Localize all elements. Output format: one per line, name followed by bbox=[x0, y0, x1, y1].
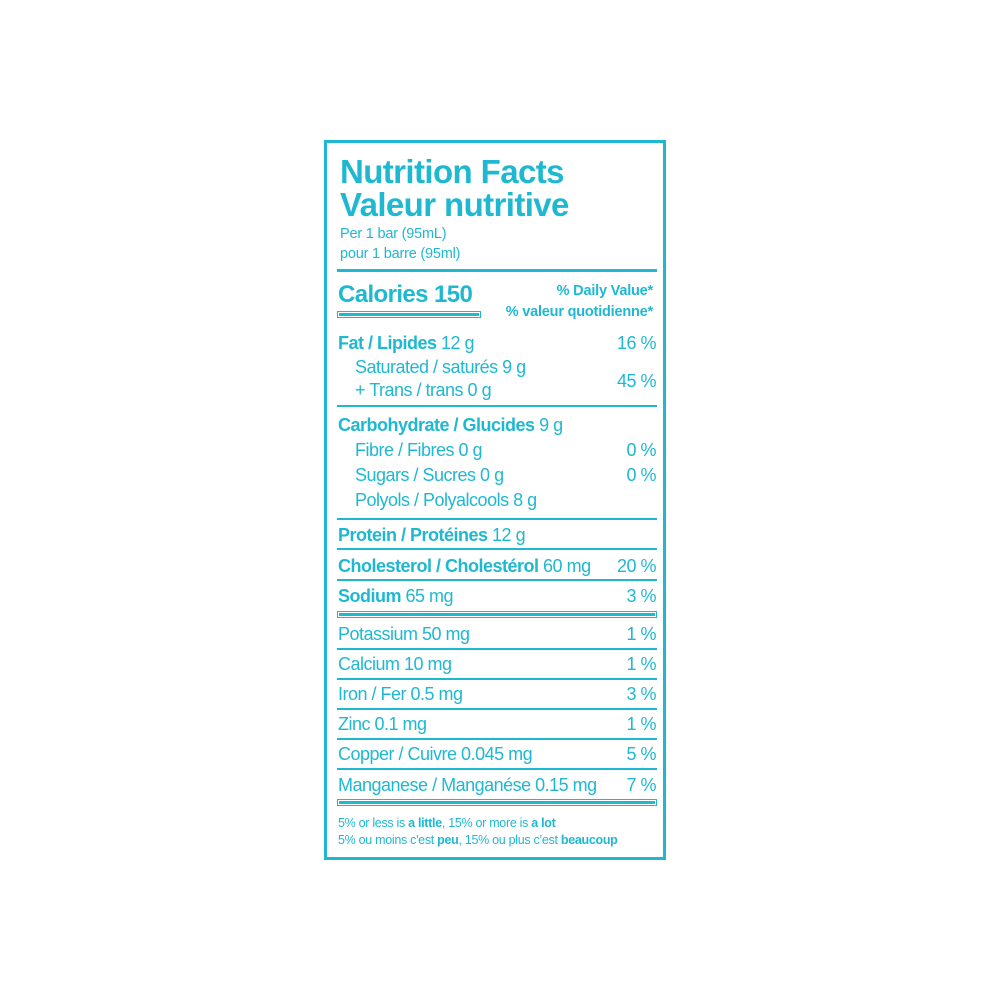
divider bbox=[337, 518, 657, 520]
nutrient-label: Cholesterol / Cholestérol 60 mg bbox=[338, 555, 591, 577]
footnote-text: , 15% ou plus c’est bbox=[458, 833, 561, 847]
footnote-fr: 5% ou moins c'est peu, 15% ou plus c’est… bbox=[338, 832, 618, 849]
title-fr: Valeur nutritive bbox=[340, 186, 569, 223]
nutrient-label: Protein / Protéines 12 g bbox=[338, 524, 526, 546]
nutrient-percent: 0 % bbox=[626, 440, 656, 460]
nutrient-row: Polyols / Polyalcools 8 g bbox=[338, 489, 656, 511]
nutrient-percent: 1 % bbox=[626, 714, 656, 734]
nutrient-row: Fibre / Fibres 0 g 0 % bbox=[338, 439, 656, 461]
nutrient-amount: 60 mg bbox=[538, 556, 591, 576]
nutrient-label: Fat / Lipides 12 g bbox=[338, 332, 475, 354]
nutrient-row: Zinc 0.1 mg 1 % bbox=[338, 713, 656, 735]
nutrient-percent: 20 % bbox=[616, 556, 657, 576]
nutrient-label: Manganese / Manganése 0.15 mg bbox=[338, 774, 597, 796]
calories-bar bbox=[337, 311, 481, 318]
nutrient-row: Sugars / Sucres 0 g 0 % bbox=[338, 464, 656, 486]
nutrient-percent: 3 % bbox=[626, 586, 656, 606]
footnote-text: 5% ou moins c'est bbox=[338, 833, 438, 847]
footnote-bold: a lot bbox=[531, 816, 556, 830]
nutrient-label: Polyols / Polyalcools 8 g bbox=[355, 489, 537, 511]
footnote-bold: a little bbox=[408, 816, 442, 830]
footnote-text: 5% or less is bbox=[338, 816, 409, 830]
nutrient-amount: Polyols / Polyalcools 8 g bbox=[355, 490, 537, 510]
thick-divider bbox=[337, 611, 657, 618]
nutrient-row: + Trans / trans 0 g bbox=[338, 379, 656, 401]
nutrient-row: Protein / Protéines 12 g bbox=[338, 524, 656, 546]
calories: Calories 150 bbox=[338, 281, 473, 308]
divider bbox=[337, 708, 657, 710]
footnote-bold: beaucoup bbox=[560, 833, 618, 847]
divider bbox=[337, 579, 657, 581]
nutrient-row: Manganese / Manganése 0.15 mg 7 % bbox=[338, 774, 656, 796]
nutrient-amount: Sugars / Sucres 0 g bbox=[355, 465, 504, 485]
divider bbox=[337, 738, 657, 740]
nutrient-percent: 1 % bbox=[626, 624, 656, 644]
nutrient-amount: Copper / Cuivre 0.045 mg bbox=[338, 744, 533, 764]
nutrient-label: Sodium 65 mg bbox=[338, 585, 454, 607]
nutrient-amount: Potassium 50 mg bbox=[338, 624, 470, 644]
nutrient-amount: Zinc 0.1 mg bbox=[338, 714, 427, 734]
nutrient-row: Iron / Fer 0.5 mg 3 % bbox=[338, 683, 656, 705]
nutrient-label: Saturated / saturés 9 g bbox=[355, 356, 526, 378]
nutrient-label: Zinc 0.1 mg bbox=[338, 713, 427, 735]
nutrient-row: Fat / Lipides 12 g 16 % bbox=[338, 332, 657, 354]
nutrient-amount: 12 g bbox=[436, 333, 475, 353]
nutrient-percent: 7 % bbox=[626, 775, 656, 795]
nutrient-amount: 65 mg bbox=[401, 586, 454, 606]
divider bbox=[337, 678, 657, 680]
nutrient-label: Carbohydrate / Glucides 9 g bbox=[338, 414, 563, 436]
title-en: Nutrition Facts bbox=[340, 153, 564, 190]
nutrient-name: Cholesterol / Cholestérol bbox=[338, 556, 539, 576]
nutrient-label: + Trans / trans 0 g bbox=[355, 379, 492, 401]
nutrient-row: Carbohydrate / Glucides 9 g bbox=[338, 414, 656, 436]
daily-value-en: % Daily Value* bbox=[556, 283, 654, 299]
nutrient-amount: Fibre / Fibres 0 g bbox=[355, 440, 483, 460]
footnote-bold: peu bbox=[437, 833, 459, 847]
thick-divider bbox=[337, 799, 657, 806]
nutrient-label: Potassium 50 mg bbox=[338, 623, 470, 645]
divider bbox=[337, 548, 657, 550]
nutrient-label: Iron / Fer 0.5 mg bbox=[338, 683, 463, 705]
footnote-en: 5% or less is a little, 15% or more is a… bbox=[338, 815, 556, 832]
nutrient-percent: 16 % bbox=[616, 333, 657, 353]
footnote-text: , 15% or more is bbox=[441, 816, 532, 830]
nutrient-name: Fat / Lipides bbox=[338, 333, 437, 353]
nutrient-percent: 45 % bbox=[616, 371, 657, 391]
nutrient-label: Fibre / Fibres 0 g bbox=[355, 439, 483, 461]
nutrient-percent: 1 % bbox=[626, 654, 656, 674]
nutrient-percent: 0 % bbox=[626, 465, 656, 485]
nutrient-row: Sodium 65 mg 3 % bbox=[338, 585, 656, 607]
nutrient-amount: 12 g bbox=[487, 525, 526, 545]
divider bbox=[337, 269, 657, 272]
nutrient-label: Copper / Cuivre 0.045 mg bbox=[338, 743, 533, 765]
divider bbox=[337, 405, 657, 407]
nutrient-name: Sodium bbox=[338, 586, 402, 606]
serving-fr: pour 1 barre (95ml) bbox=[340, 246, 461, 262]
nutrient-amount: Saturated / saturés 9 g bbox=[355, 357, 526, 377]
nutrient-name: Carbohydrate / Glucides bbox=[338, 415, 535, 435]
nutrition-facts-label: Nutrition Facts Valeur nutritive Per 1 b… bbox=[324, 140, 666, 860]
nutrient-row: Saturated / saturés 9 g 45 % bbox=[338, 356, 657, 391]
nutrient-percent: 5 % bbox=[626, 744, 656, 764]
nutrient-amount: Manganese / Manganése 0.15 mg bbox=[338, 775, 597, 795]
nutrient-row: Potassium 50 mg 1 % bbox=[338, 623, 656, 645]
nutrient-label: Sugars / Sucres 0 g bbox=[355, 464, 504, 486]
nutrient-amount: + Trans / trans 0 g bbox=[355, 380, 492, 400]
nutrient-amount: Iron / Fer 0.5 mg bbox=[338, 684, 463, 704]
divider bbox=[337, 648, 657, 650]
nutrient-amount: Calcium 10 mg bbox=[338, 654, 452, 674]
nutrient-row: Calcium 10 mg 1 % bbox=[338, 653, 656, 675]
nutrient-row: Cholesterol / Cholestérol 60 mg 20 % bbox=[338, 555, 657, 577]
nutrient-percent: 3 % bbox=[626, 684, 656, 704]
daily-value-fr: % valeur quotidienne* bbox=[505, 304, 653, 320]
nutrient-row: Copper / Cuivre 0.045 mg 5 % bbox=[338, 743, 656, 765]
nutrient-label: Calcium 10 mg bbox=[338, 653, 452, 675]
serving-en: Per 1 bar (95mL) bbox=[340, 226, 447, 242]
nutrient-name: Protein / Protéines bbox=[338, 525, 488, 545]
divider bbox=[337, 768, 657, 770]
nutrient-amount: 9 g bbox=[534, 415, 563, 435]
